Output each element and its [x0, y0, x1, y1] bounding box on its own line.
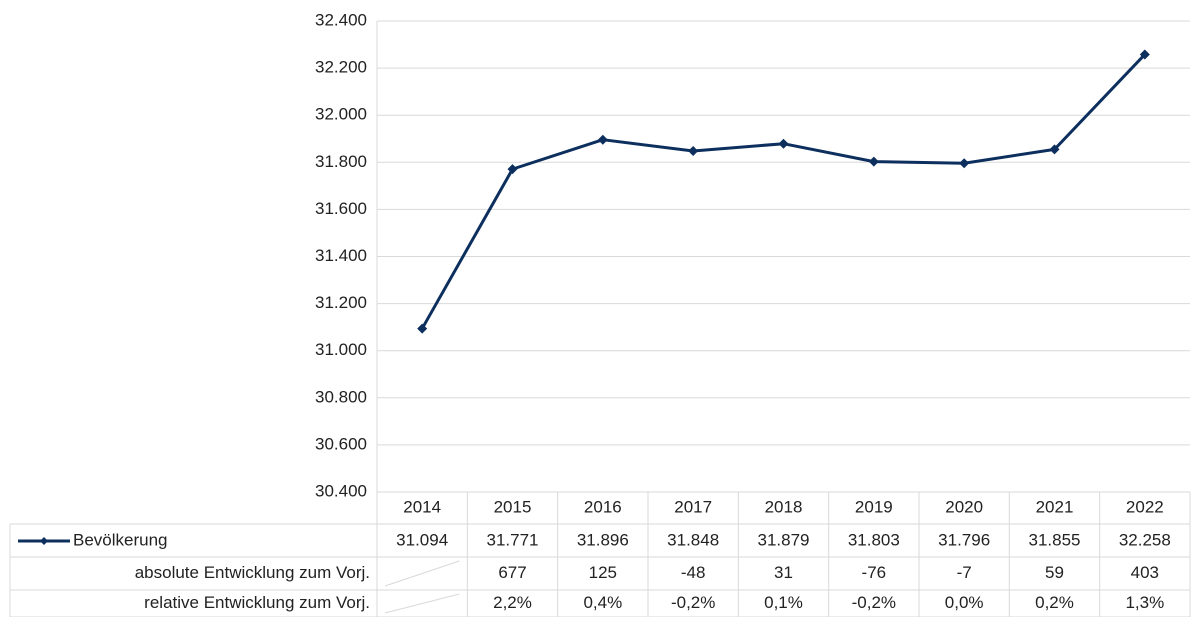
y-tick-label: 31.600	[315, 199, 367, 218]
data-point	[597, 134, 608, 145]
data-point	[778, 138, 789, 149]
data-point	[1139, 49, 1150, 60]
table-cell: 0,1%	[764, 593, 803, 612]
x-tick-label: 2017	[674, 497, 712, 516]
y-tick-label: 30.400	[315, 481, 367, 500]
data-point	[688, 145, 699, 156]
x-tick-label: 2018	[765, 497, 803, 516]
table-cell: 59	[1045, 563, 1064, 582]
y-tick-label: 31.200	[315, 293, 367, 312]
y-tick-label: 31.800	[315, 152, 367, 171]
table-cell: -48	[681, 563, 706, 582]
y-tick-label: 32.200	[315, 58, 367, 77]
legend-marker	[40, 537, 48, 545]
table-cell: -76	[862, 563, 887, 582]
table-cell: 31.896	[577, 530, 629, 549]
x-tick-label: 2014	[403, 497, 441, 516]
table-cell: 0,2%	[1035, 593, 1074, 612]
table-cell: 31.796	[938, 530, 990, 549]
legend-label: Bevölkerung	[73, 530, 168, 549]
y-tick-label: 32.400	[315, 10, 367, 29]
data-line	[420, 53, 1146, 330]
empty-cell-slash	[384, 593, 460, 614]
y-tick-label: 31.400	[315, 246, 367, 265]
table-cell: 31.803	[848, 530, 900, 549]
data-point	[959, 158, 970, 169]
x-tick-label: 2016	[584, 497, 622, 516]
y-tick-label: 30.800	[315, 387, 367, 406]
table-cell: -7	[957, 563, 972, 582]
table-cell: 31.094	[396, 530, 448, 549]
y-tick-label: 32.000	[315, 105, 367, 124]
x-tick-label: 2015	[494, 497, 532, 516]
table-cell: 2,2%	[493, 593, 532, 612]
table-cell: 31	[774, 563, 793, 582]
table-cell: 32.258	[1119, 530, 1171, 549]
data-point	[507, 164, 518, 175]
table-cell: 0,4%	[583, 593, 622, 612]
table-cell: 403	[1131, 563, 1159, 582]
data-point	[1049, 144, 1060, 155]
table-cell: -0,2%	[671, 593, 715, 612]
table-cell: 1,3%	[1125, 593, 1164, 612]
x-tick-label: 2019	[855, 497, 893, 516]
table-cell: 31.848	[667, 530, 719, 549]
table-cell: 31.855	[1029, 530, 1081, 549]
data-point	[417, 323, 428, 334]
table-cell: 31.879	[758, 530, 810, 549]
empty-cell-slash	[384, 560, 460, 587]
table-row-label: relative Entwicklung zum Vorj.	[144, 593, 370, 612]
x-tick-label: 2021	[1036, 497, 1074, 516]
x-tick-label: 2020	[945, 497, 983, 516]
table-cell: 31.771	[487, 530, 539, 549]
table-row-label: absolute Entwicklung zum Vorj.	[135, 563, 370, 582]
x-tick-label: 2022	[1126, 497, 1164, 516]
table-cell: 677	[498, 563, 526, 582]
table-cell: 125	[589, 563, 617, 582]
table-cell: -0,2%	[852, 593, 896, 612]
data-point	[868, 156, 879, 167]
y-tick-label: 31.000	[315, 340, 367, 359]
table-cell: 0,0%	[945, 593, 984, 612]
y-tick-label: 30.600	[315, 434, 367, 453]
